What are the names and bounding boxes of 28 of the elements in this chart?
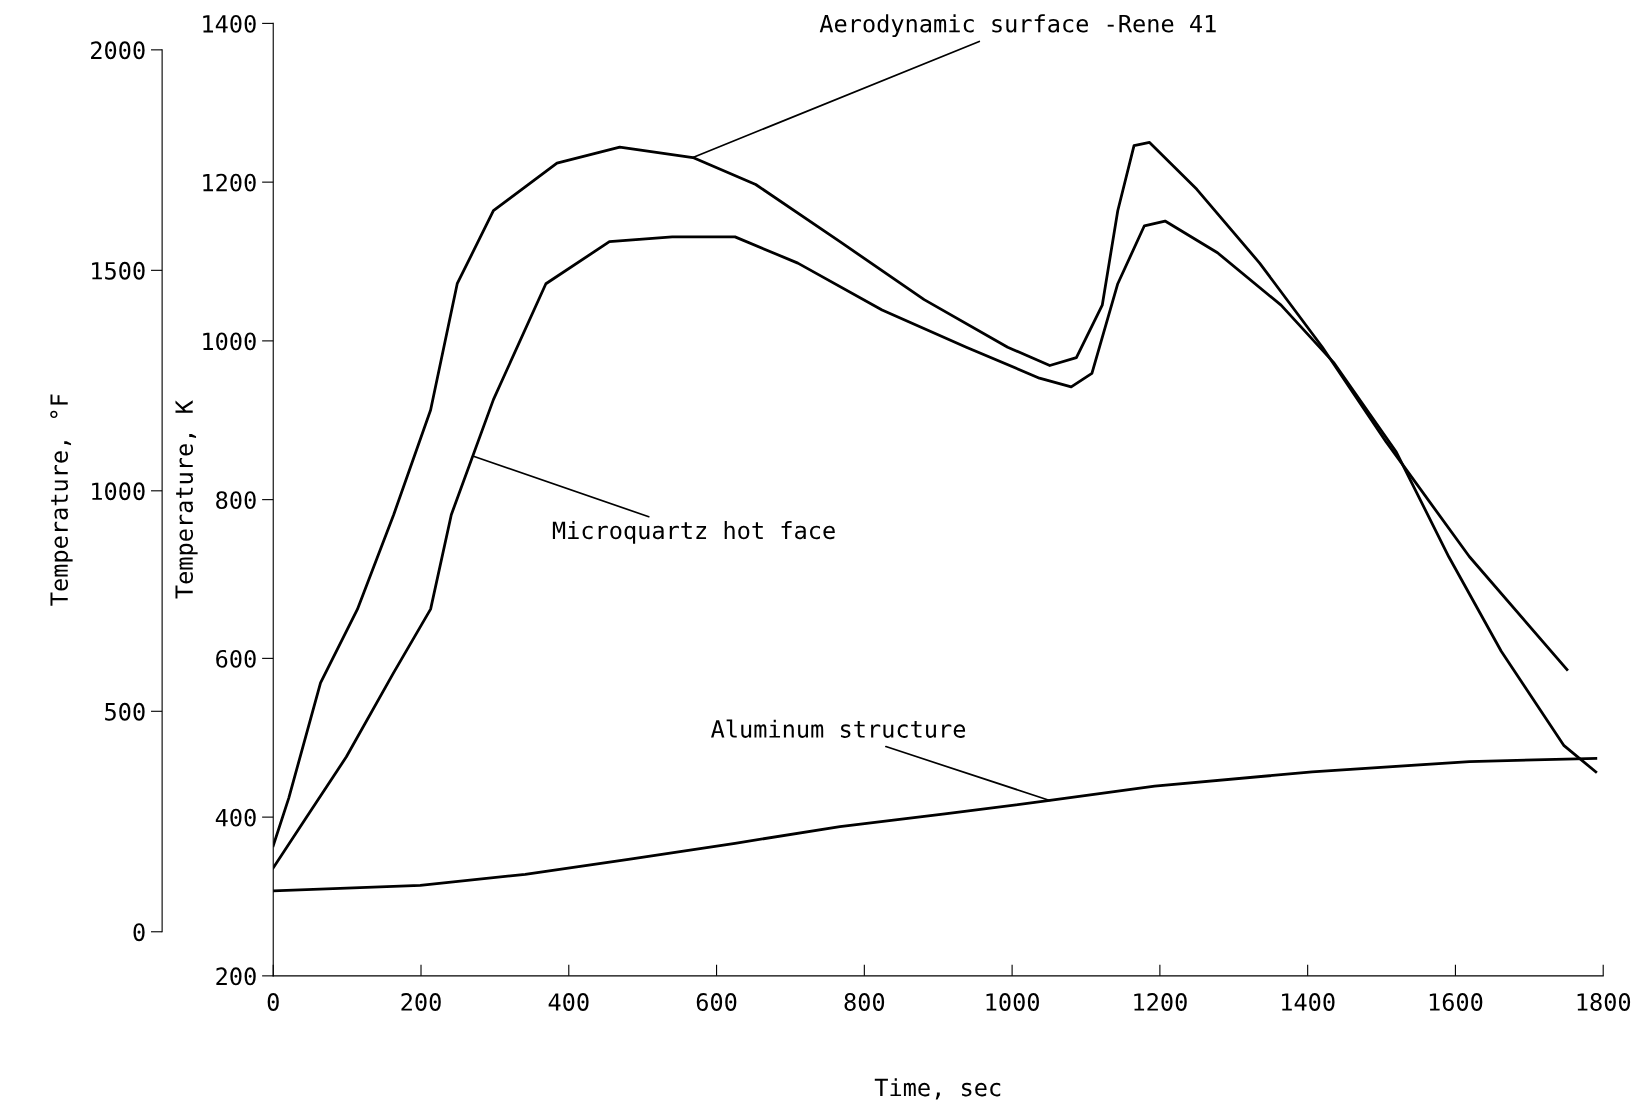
annotation: Aerodynamic surface -Rene 41 [819,14,1216,38]
x-tick-label: 200 [401,993,441,1011]
x-tick-label: 1800 [1577,993,1631,1011]
x-tick-label: 0 [267,993,279,1011]
annotation: Microquartz hot face [552,520,835,544]
y2-tick-label: 1500 [92,261,145,280]
y2-tick-label: 500 [105,702,145,721]
x-tick-label: 1200 [1134,993,1187,1011]
y-axis-title: Temperature, K [175,400,198,599]
y-tick-label: 600 [216,649,256,668]
x-tick-label: 1400 [1282,993,1335,1011]
y2-tick-label: 0 [133,923,145,942]
y-tick-label: 1400 [203,14,256,33]
y-tick-label: 800 [216,491,256,509]
y2-axis-title: Temperature, °F [50,394,73,606]
y-tick-label: 1200 [203,173,256,192]
x-tick-label: 1000 [986,993,1040,1011]
y2-tick-label: 2000 [91,41,145,60]
y2-tick-label: 1000 [92,482,145,501]
x-axis-title: Time, sec [874,1078,1001,1100]
y-tick-label: 200 [216,967,256,986]
y-tick-label: 400 [215,808,256,827]
annotation: Aluminum structure [711,719,966,738]
x-tick-label: 600 [696,993,737,1011]
y-tick-label: 1000 [203,332,256,351]
x-tick-label: 1600 [1429,993,1483,1011]
x-tick-label: 400 [548,993,589,1011]
x-tick-label: 800 [844,993,885,1011]
